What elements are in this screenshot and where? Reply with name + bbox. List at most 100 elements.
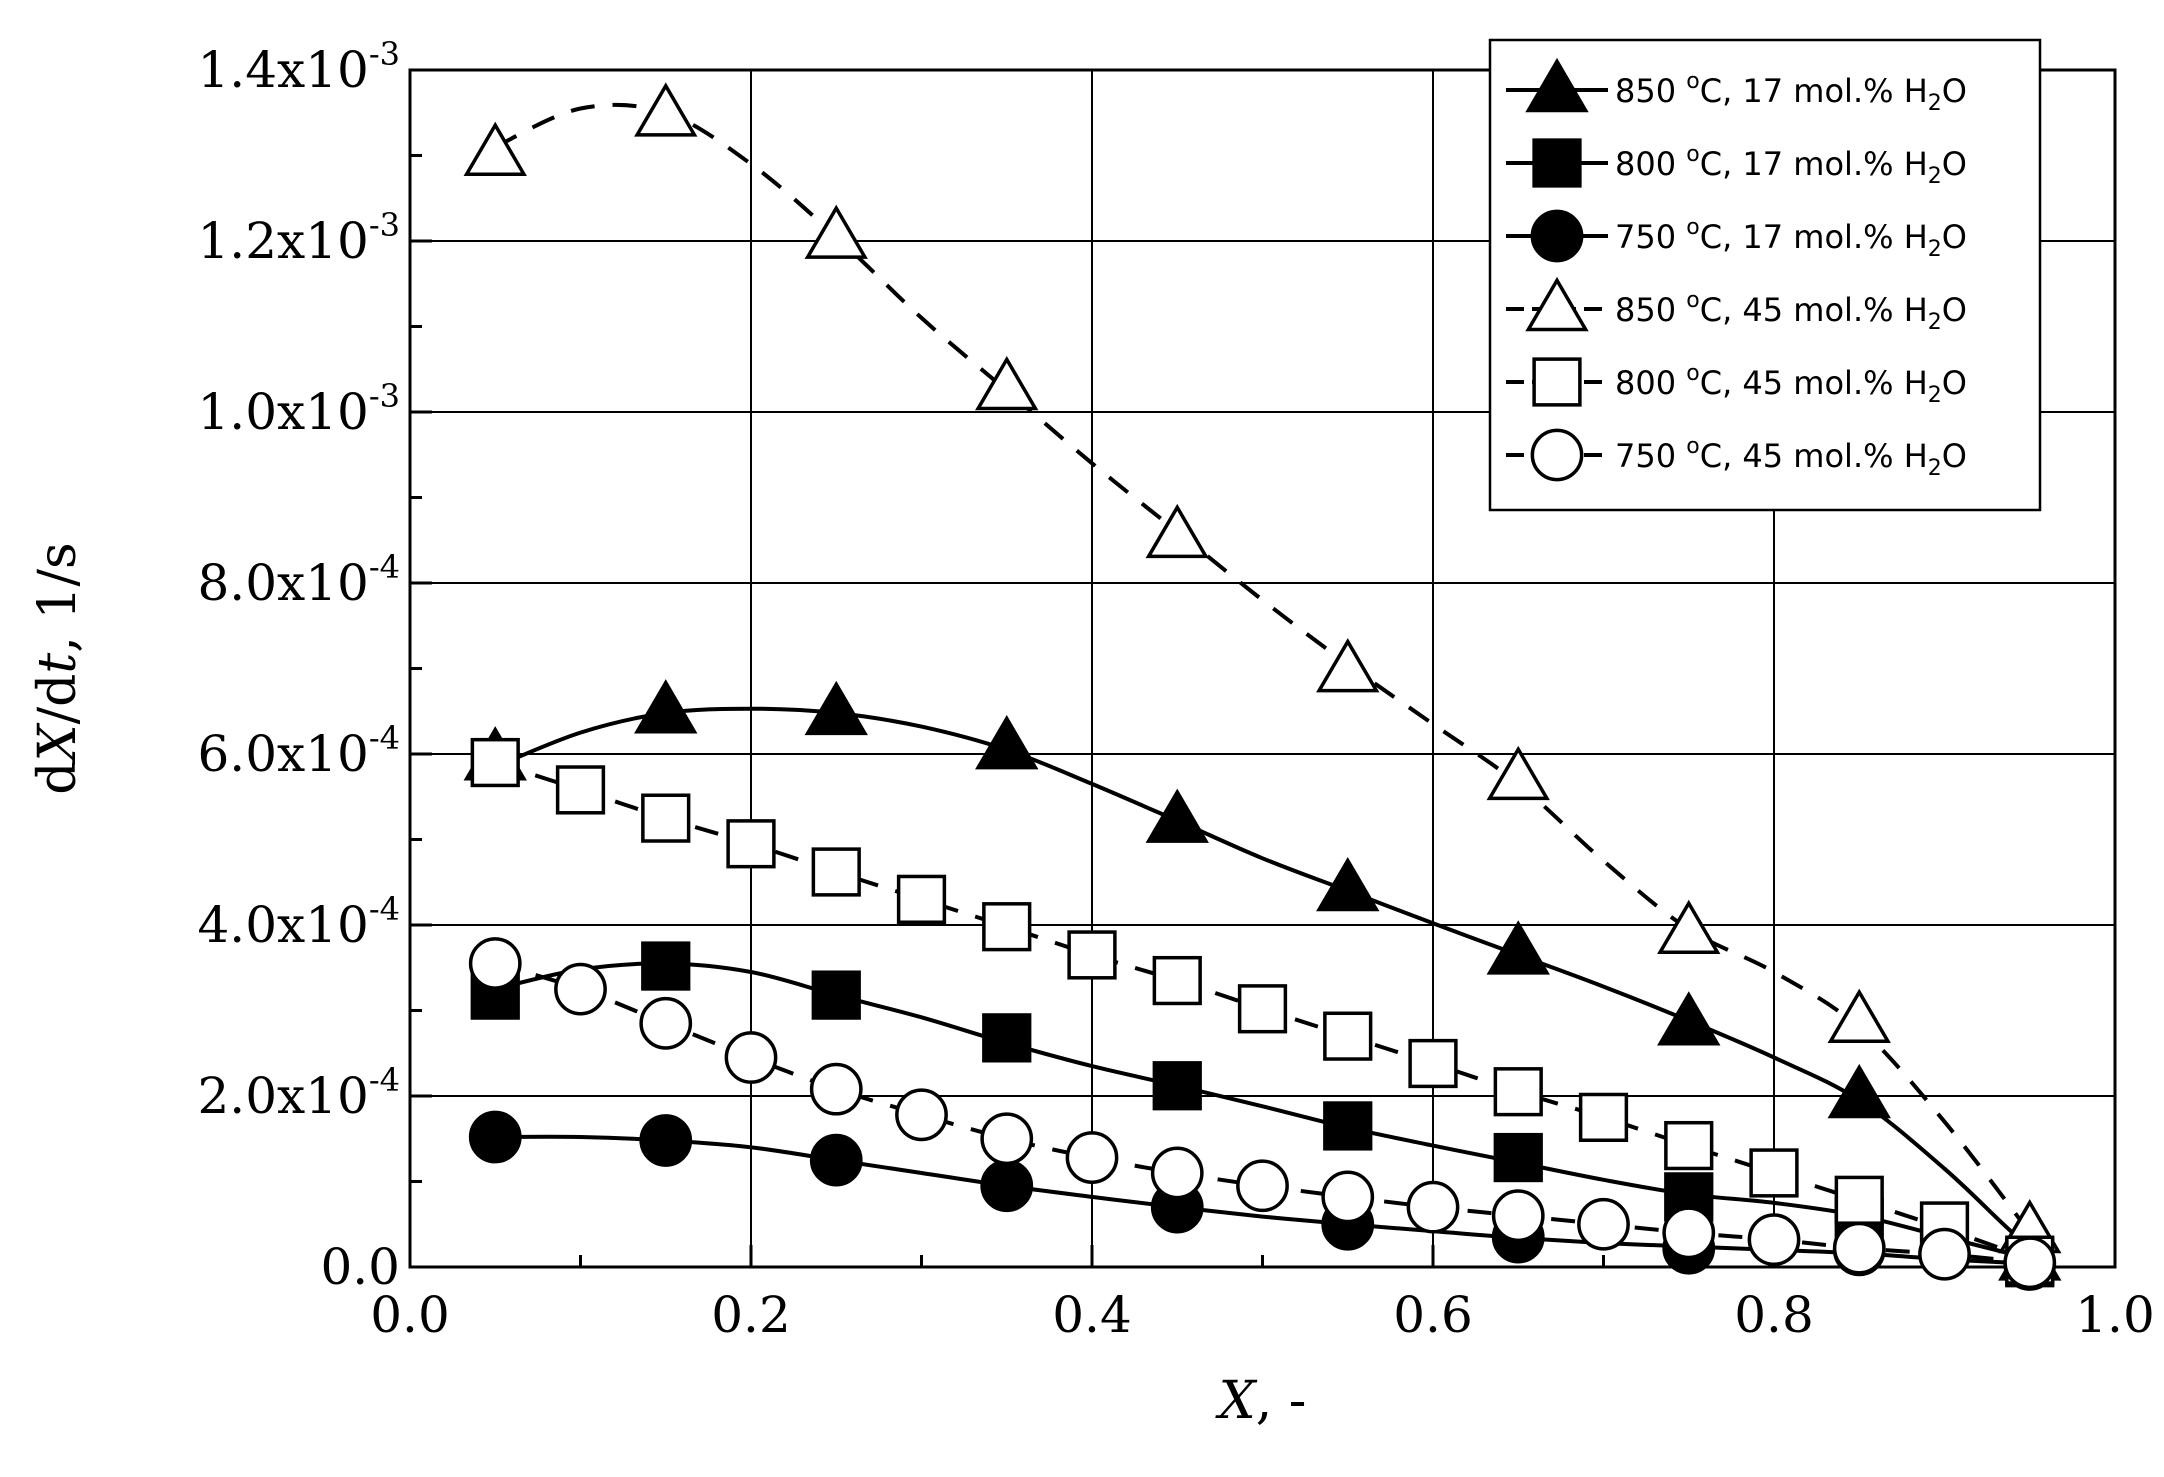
data-point (724, 1031, 778, 1084)
data-point (1662, 1206, 1716, 1260)
y-tick-label: 0.0 (320, 1238, 400, 1296)
legend-entry: 800 oC, 45 mol.% H2O (1506, 357, 1967, 408)
legend-entry: 750 oC, 17 mol.% H2O (1506, 209, 1967, 263)
x-axis-title-var: X (1215, 1371, 1258, 1431)
data-point (1577, 1197, 1630, 1251)
y-axis-title-part: /d (28, 674, 88, 725)
x-tick-label: 0.4 (1052, 1286, 1132, 1344)
data-point (1152, 955, 1202, 1006)
legend-label-part: 800 (1615, 145, 1686, 183)
data-point (895, 1088, 948, 1142)
data-point (1316, 638, 1380, 693)
legend-label-sub: 2 (1928, 91, 1942, 116)
legend-label-sup: o (1686, 69, 1699, 94)
y-tick-exponent: -4 (369, 548, 400, 586)
legend-marker (1525, 57, 1589, 113)
data-point (1316, 856, 1380, 912)
data-point (726, 819, 776, 869)
legend-label-sup: o (1686, 361, 1699, 386)
data-point (639, 1114, 693, 1167)
data-point (811, 970, 861, 1020)
legend-marker (1530, 428, 1584, 482)
data-point (1832, 1221, 1886, 1275)
legend-label-part: O (1942, 437, 1967, 475)
legend-label-sub: 2 (1928, 456, 1942, 481)
x-tick-label: 0.6 (1393, 1286, 1473, 1344)
y-tick-label: 4.0x10-4 (197, 890, 400, 954)
legend-label-part: 800 (1615, 364, 1686, 402)
data-point (1236, 1159, 1289, 1213)
legend-entry: 850 oC, 17 mol.% H2O (1506, 57, 1967, 116)
data-point (1323, 1011, 1373, 1061)
data-point (1749, 1148, 1799, 1198)
data-point (804, 680, 868, 736)
tick-labels: 0.0 0.2 0.4 0.6 0.8 1.00.02.0x10-44.0x10-46.0… (197, 35, 2154, 1344)
data-point (634, 679, 698, 734)
y-tick-mantissa: 8.0x10 (197, 554, 368, 612)
data-point (1408, 1038, 1458, 1089)
legend-label-part: 750 (1615, 437, 1686, 475)
data-point (554, 962, 607, 1016)
data-point (1491, 1189, 1545, 1243)
y-tick-mantissa: 6.0x10 (197, 725, 368, 783)
x-axis-title: X, - (1215, 1371, 1307, 1431)
data-point (555, 765, 606, 815)
data-point (1834, 1175, 1884, 1225)
data-point (634, 82, 698, 137)
legend-label: 800 oC, 45 mol.% H2O (1615, 361, 1967, 408)
data-point (809, 1133, 863, 1187)
data-point (1406, 1180, 1460, 1234)
data-point (1747, 1213, 1801, 1267)
legend-label-part: C, 45 mol.% H (1700, 364, 1928, 402)
data-point (975, 715, 1039, 770)
legend-label-part: 850 (1615, 72, 1686, 110)
y-tick-mantissa: 0.0 (320, 1238, 400, 1296)
legend-label: 750 oC, 45 mol.% H2O (1615, 434, 1967, 481)
data-point (975, 355, 1039, 411)
x-axis-title-rest: , - (1256, 1371, 1307, 1431)
data-point (1657, 991, 1721, 1046)
data-point (641, 941, 691, 991)
data-point (639, 996, 693, 1050)
y-tick-label: 2.0x10-4 (197, 1061, 400, 1125)
data-point (1150, 1146, 1204, 1200)
data-point (980, 1112, 1034, 1166)
data-point (1664, 1120, 1714, 1171)
x-tick-label: 0.2 (711, 1286, 791, 1344)
data-point (982, 1013, 1032, 1063)
data-point (468, 937, 522, 990)
data-point (1145, 503, 1209, 559)
data-point (1152, 1061, 1202, 1111)
y-tick-exponent: -3 (369, 35, 400, 73)
legend-label-sup: o (1686, 215, 1699, 240)
data-point (980, 1159, 1034, 1213)
x-tick-label: 1.0 (2075, 1286, 2155, 1344)
legend-entry: 750 oC, 45 mol.% H2O (1506, 428, 1967, 482)
y-tick-exponent: -4 (369, 890, 400, 928)
data-point (1918, 1227, 1971, 1281)
data-point (470, 737, 520, 788)
legend-label: 850 oC, 17 mol.% H2O (1615, 69, 1967, 116)
legend-label-sup: o (1686, 288, 1699, 313)
data-point (1486, 920, 1550, 975)
legend-label-sub: 2 (1928, 310, 1942, 335)
data-point (896, 874, 947, 924)
legend-marker (1530, 209, 1584, 263)
legend-box (1488, 38, 2042, 512)
data-point (804, 204, 868, 259)
data-point (463, 121, 527, 176)
y-tick-mantissa: 4.0x10 (197, 896, 368, 954)
legend-label-part: O (1942, 72, 1967, 110)
y-axis-title-part: , 1/s (28, 542, 88, 652)
x-tick-label: 0.8 (1734, 1286, 1814, 1344)
legend-label-sub: 2 (1928, 383, 1942, 408)
data-point (641, 793, 691, 843)
data-point (809, 1062, 863, 1116)
legend-label-part: O (1942, 218, 1967, 256)
data-point (982, 902, 1032, 952)
y-axis-title-part: d (28, 761, 88, 794)
legend-marker (1532, 357, 1582, 407)
legend-label-part: O (1942, 364, 1967, 402)
legend-label-sub: 2 (1928, 164, 1942, 189)
